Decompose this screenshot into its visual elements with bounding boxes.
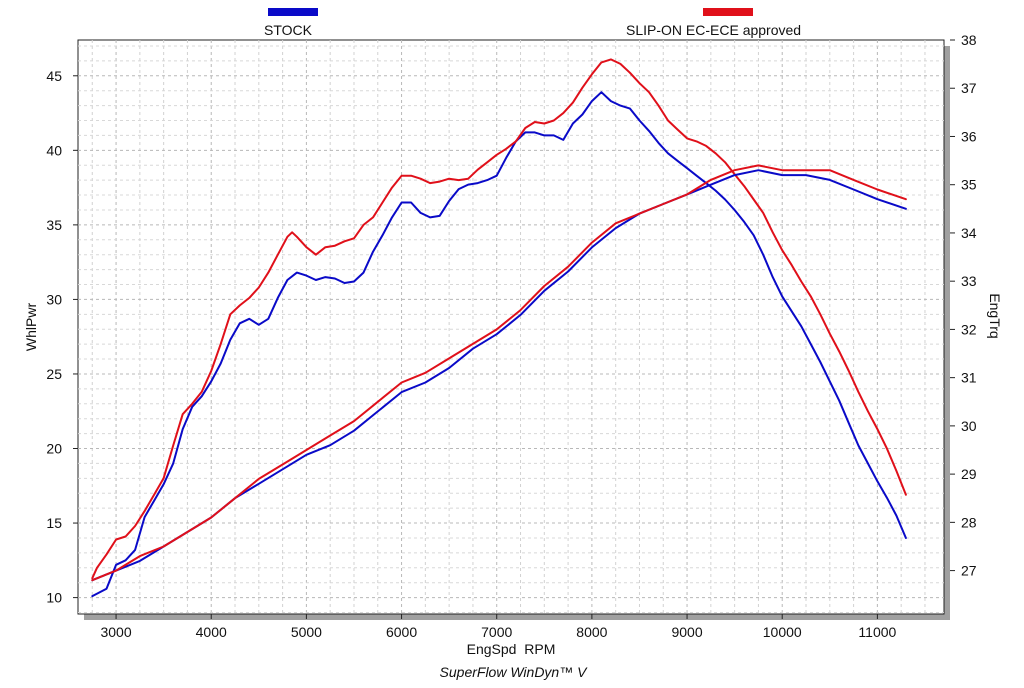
y-left-tick-label: 15 [46, 515, 62, 531]
series-line-slip-on-power [91, 58, 907, 580]
y-right-tick-label: 35 [961, 177, 977, 193]
x-axis-label: EngSpd RPM [467, 641, 556, 657]
y-left-tick-label: 20 [46, 441, 62, 457]
series-line-slip-on-torque [91, 164, 907, 582]
legend-label-stock: STOCK [264, 22, 313, 38]
y-right-tick-label: 36 [961, 128, 977, 144]
x-tick-label: 6000 [386, 624, 417, 640]
legend-swatch-stock [268, 8, 318, 16]
legend-label-slipon: SLIP-ON EC-ECE approved [626, 22, 801, 38]
x-tick-label: 10000 [763, 624, 802, 640]
series-group [91, 58, 907, 598]
x-tick-label: 3000 [100, 624, 131, 640]
footer-caption: SuperFlow WinDyn™ V [440, 664, 589, 680]
legend-swatch-slipon [703, 8, 753, 16]
x-tick-label: 9000 [671, 624, 702, 640]
y-right-tick-label: 30 [961, 418, 977, 434]
x-tick-label: 7000 [481, 624, 512, 640]
y-right-tick-label: 29 [961, 466, 977, 482]
y-right-tick-label: 38 [961, 32, 977, 48]
y-left-tick-label: 45 [46, 68, 62, 84]
plot-area [77, 39, 945, 615]
y-right-tick-label: 34 [961, 225, 977, 241]
y-left-tick-label: 30 [46, 291, 62, 307]
x-tick-label: 11000 [858, 624, 896, 640]
series-line-stock-power [91, 91, 907, 598]
y-right-tick-label: 27 [961, 563, 977, 579]
x-tick-label: 5000 [291, 624, 322, 640]
y-right-tick-label: 31 [961, 370, 977, 386]
y-axis-left-label: WhlPwr [23, 303, 39, 352]
y-right-tick-label: 33 [961, 273, 977, 289]
y-axis-right-label: EngTrq [987, 293, 1003, 338]
x-tick-label: 8000 [576, 624, 607, 640]
y-right-tick-label: 32 [961, 321, 977, 337]
y-left-tick-label: 35 [46, 217, 62, 233]
grid [78, 40, 944, 614]
y-left-tick-label: 25 [46, 366, 62, 382]
axis-ticks: 3000 4000 5000 6000 7000 8000 9000 10000 11000 10… [46, 32, 976, 640]
y-right-tick-label: 28 [961, 514, 977, 530]
y-left-tick-label: 40 [46, 142, 62, 158]
y-right-tick-label: 37 [961, 80, 977, 96]
x-tick-label: 4000 [196, 624, 227, 640]
y-left-tick-label: 10 [46, 590, 62, 606]
